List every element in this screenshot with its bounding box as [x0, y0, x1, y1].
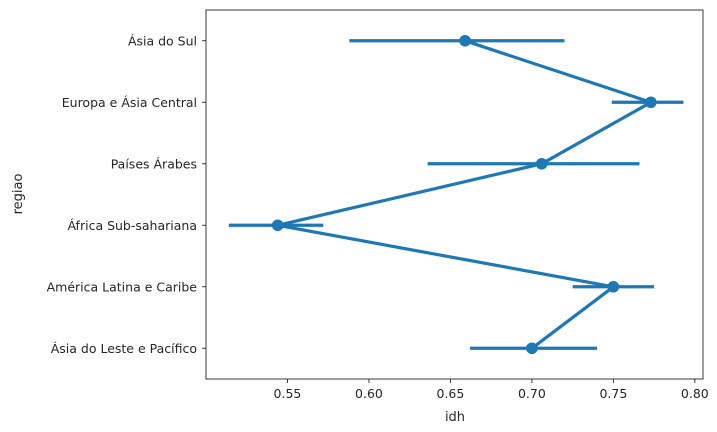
data-point	[271, 219, 284, 232]
y-tick-label: Países Árabes	[111, 156, 197, 171]
x-axis-label: idh	[445, 410, 465, 425]
plot-frame	[205, 9, 704, 380]
x-tick-label: 0.55	[274, 386, 302, 401]
data-point	[526, 342, 538, 355]
y-tick-label: Ásia do Sul	[128, 33, 197, 48]
series-layer	[228, 34, 684, 355]
x-tick-label: 0.65	[437, 386, 465, 401]
y-tick-label: Ásia do Leste e Pacífico	[51, 341, 197, 356]
x-tick-label: 0.70	[518, 386, 546, 401]
y-tick-label: América Latina e Caribe	[47, 279, 198, 294]
x-tick-label: 0.60	[355, 386, 383, 401]
x-axis: 0.55 0.60 0.65 0.70 0.75 0.80	[274, 379, 709, 401]
y-tick-label: África Sub-sahariana	[67, 218, 197, 233]
data-point	[535, 157, 548, 170]
x-tick-label: 0.80	[681, 386, 709, 401]
y-axis-label: regiao	[11, 174, 26, 215]
data-point	[459, 34, 471, 47]
x-tick-label: 0.75	[599, 386, 627, 401]
series-line	[276, 39, 653, 350]
y-tick-label: Europa e Ásia Central	[62, 95, 197, 110]
y-axis: Ásia do Sul Europa e Ásia Central Países Á…	[47, 33, 206, 356]
data-point	[607, 280, 620, 293]
plot-border	[205, 9, 704, 380]
data-point	[645, 96, 657, 109]
